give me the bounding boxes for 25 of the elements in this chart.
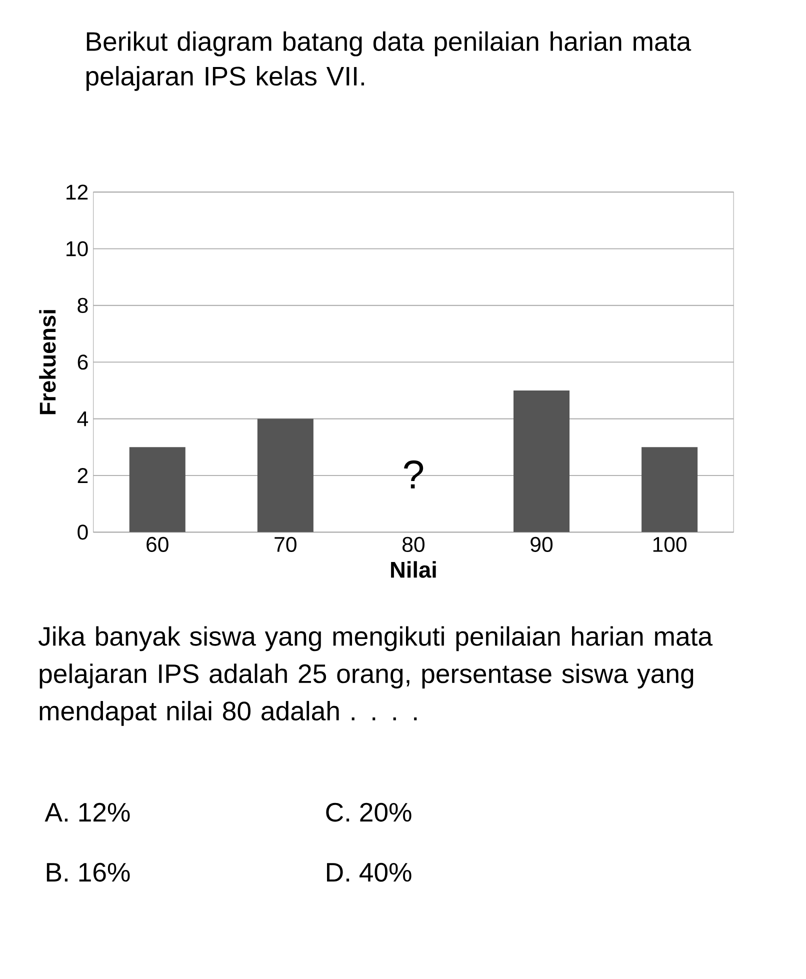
y-tick-label: 8 <box>78 298 88 313</box>
bar <box>130 447 186 532</box>
text: Jika banyak siswa yang mengikuti penilaian harian mata pelajaran IPS adalah 25 orang, persentase siswa yang mendapat nilai 80 adalah . . . . <box>38 626 713 726</box>
y-axis-title: Frekuensi <box>39 310 56 414</box>
text: A. 12% <box>44 802 130 822</box>
y-tick-label: 6 <box>78 354 88 370</box>
text: C. 20% <box>326 802 412 822</box>
y-tick-label: 4 <box>77 411 88 426</box>
y-tick-label: 12 <box>66 184 88 200</box>
annotation: ? <box>404 460 424 488</box>
x-tick-label: 70 <box>274 536 297 552</box>
x-tick-label: 80 <box>402 536 425 552</box>
text: B. 16% <box>47 862 130 882</box>
y-tick-label: 2 <box>78 468 88 483</box>
x-tick-label: 60 <box>146 536 169 552</box>
bar <box>258 418 314 532</box>
bar <box>642 447 698 532</box>
y-tick-label: 0 <box>78 524 88 540</box>
x-tick-label: 100 <box>654 536 687 552</box>
bar <box>514 390 570 532</box>
y-tick-label: 10 <box>66 241 88 256</box>
x-axis-title: Nilai <box>391 561 436 578</box>
chart-title: Berikut diagram batang data penilaian harian mata pelajaran IPS kelas VII. <box>86 31 692 91</box>
text: D. 40% <box>327 862 412 882</box>
x-tick-label: 90 <box>530 536 553 552</box>
